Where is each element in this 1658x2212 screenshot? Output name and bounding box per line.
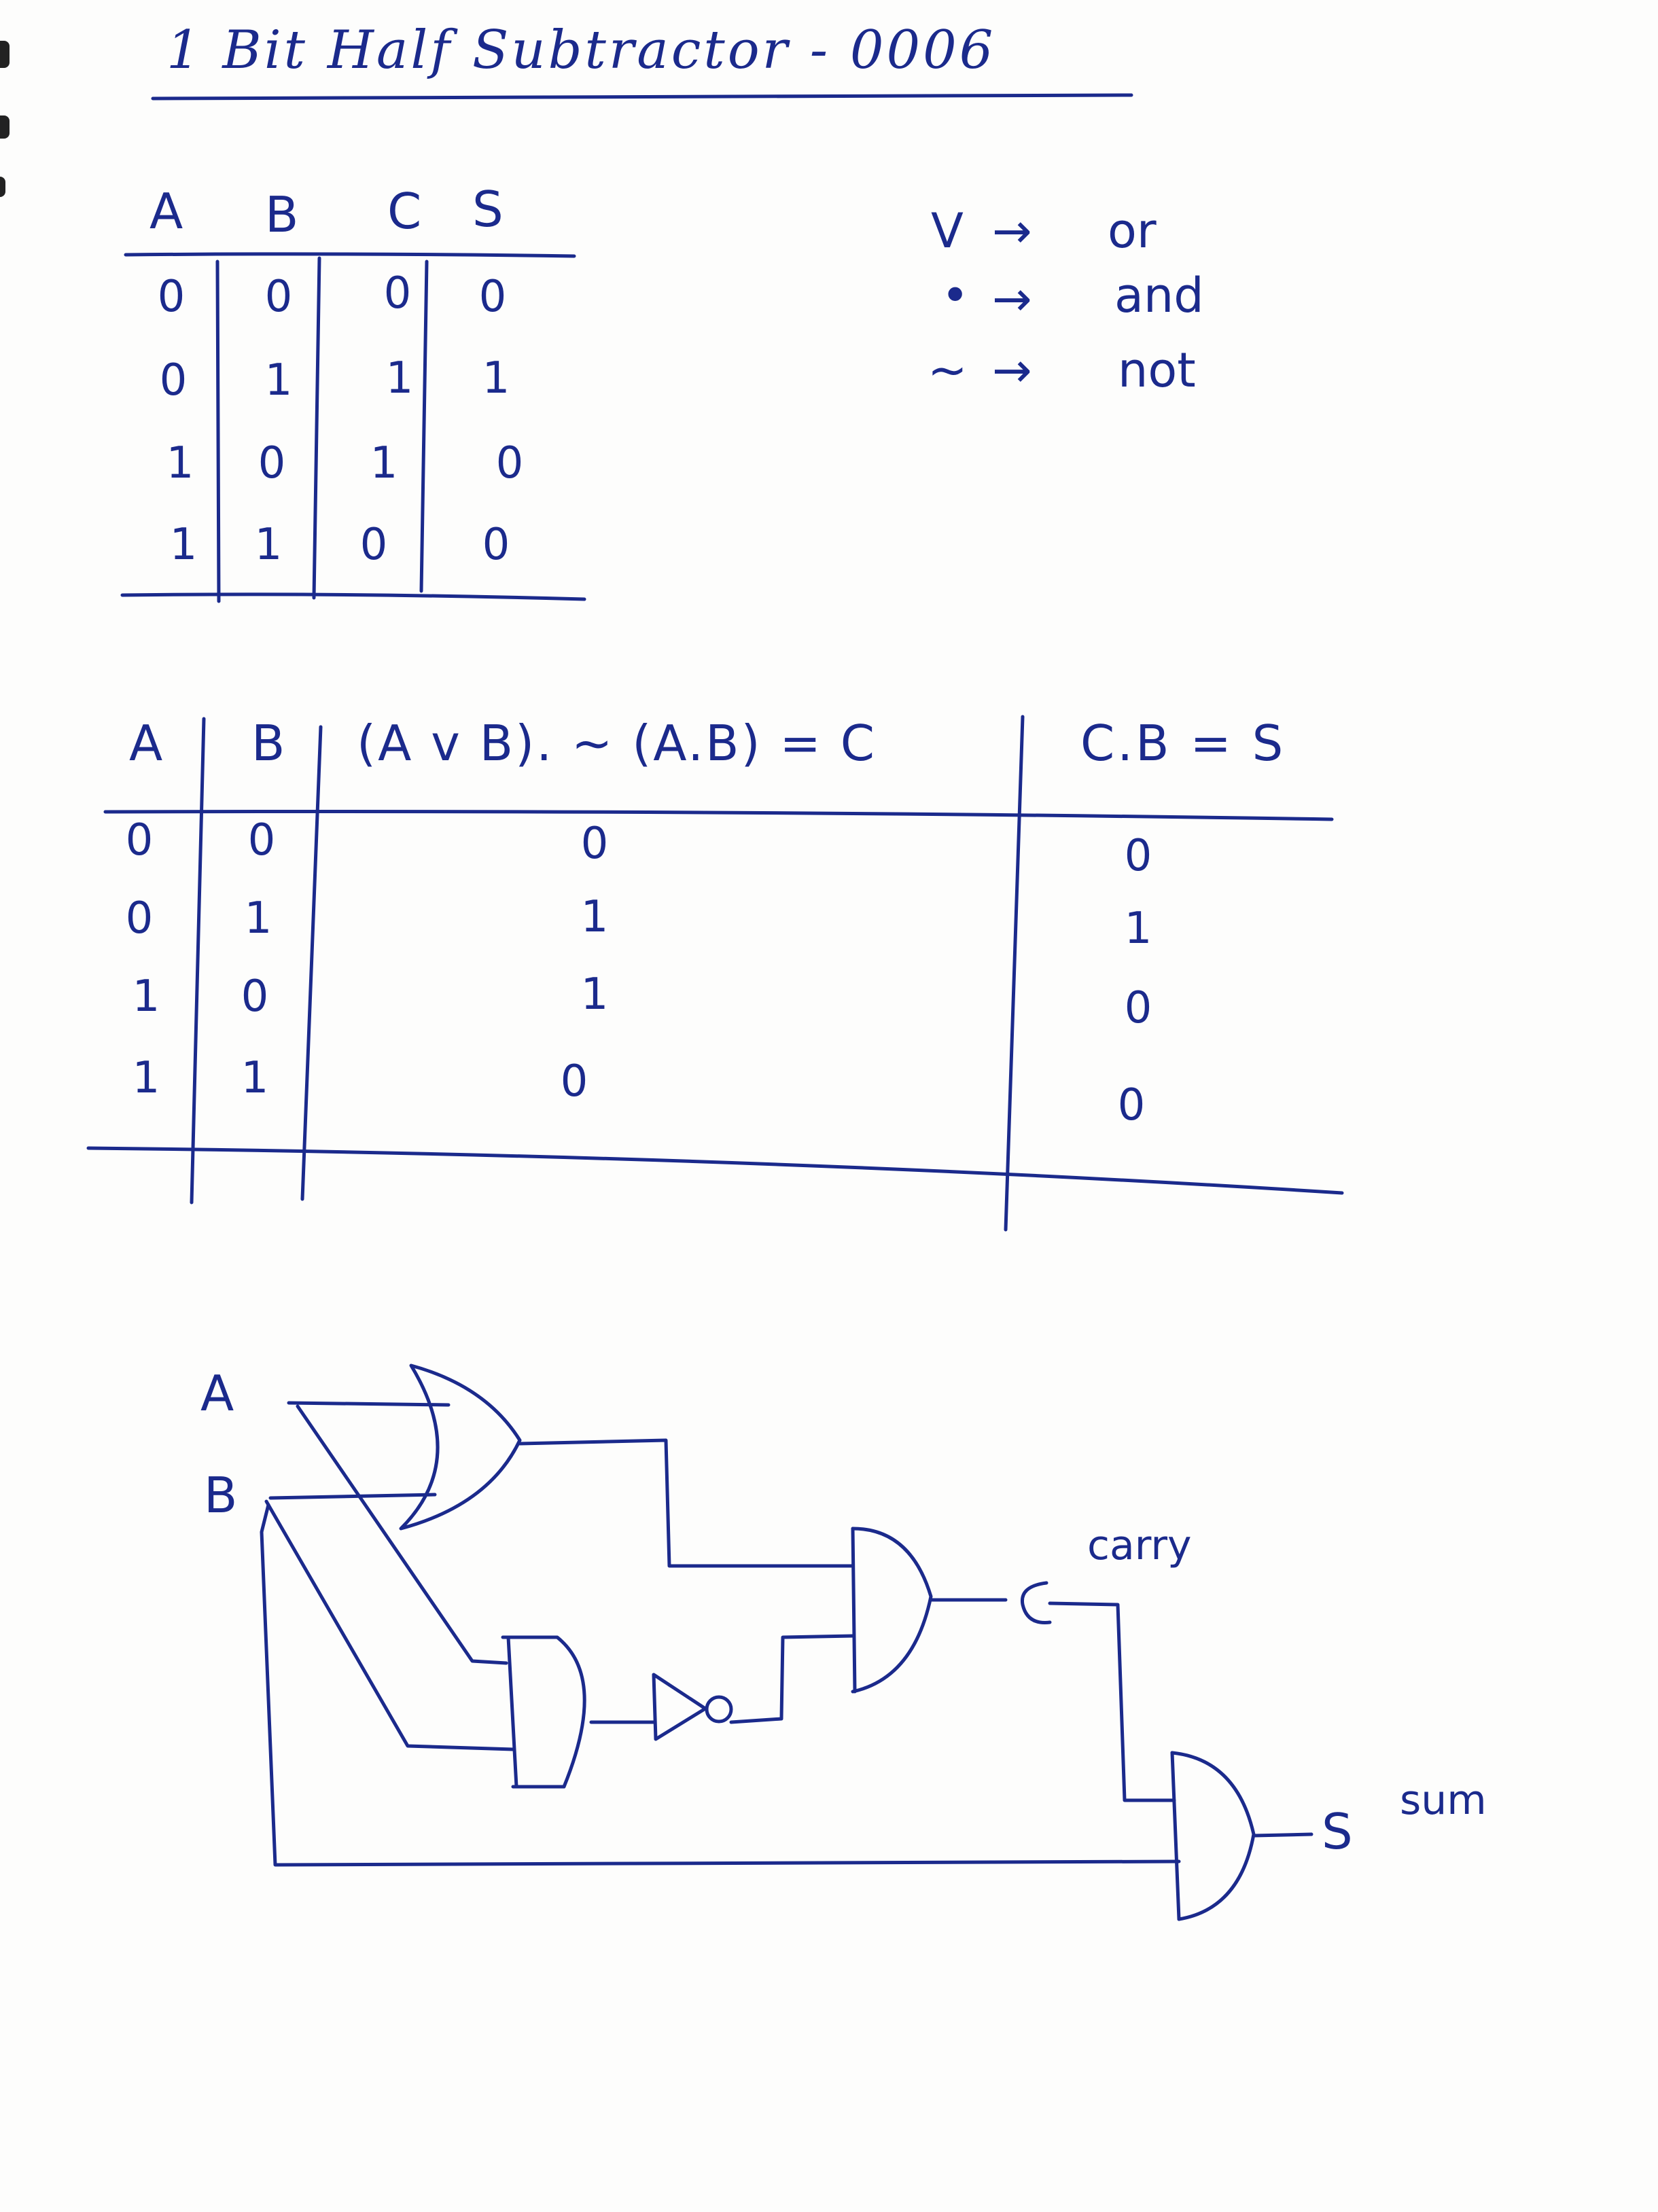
derivation-cell: 0 [1124, 983, 1152, 1033]
truth-cell: 1 [169, 520, 198, 570]
derivation-cell: 1 [241, 1053, 269, 1103]
margin-mark [0, 177, 5, 197]
truth-cell: 0 [157, 272, 186, 322]
legend-meaning-not: not [1118, 342, 1196, 398]
derivation-cell: 1 [580, 892, 609, 942]
and-gate-3-back [1170, 1751, 1181, 1921]
truth-table-divider [215, 260, 221, 603]
truth-cell: 1 [385, 353, 414, 404]
input-b-label: B [204, 1467, 238, 1524]
truth-cell: 1 [264, 355, 293, 406]
margin-mark [0, 41, 10, 68]
and-gate-1-back [506, 1635, 518, 1789]
legend-arrow: → [992, 271, 1032, 327]
truth-cell: 1 [370, 438, 398, 488]
derivation-table-divider [1004, 715, 1025, 1232]
derivation-cell: 1 [1124, 904, 1152, 954]
derivation-cell: 0 [1124, 831, 1152, 881]
derivation-header-s-formula: C.B = S [1080, 715, 1286, 772]
derivation-table-divider [190, 717, 206, 1205]
derivation-cell: 0 [241, 971, 269, 1022]
page-title: 1 Bit Half Subtractor - 0006 [166, 20, 996, 81]
truth-cell: 0 [478, 272, 507, 322]
derivation-cell: 0 [580, 819, 609, 869]
derivation-cell: 0 [125, 893, 154, 944]
truth-table-divider [312, 256, 321, 600]
derivation-cell: 0 [247, 815, 276, 866]
legend-arrow: → [992, 203, 1032, 259]
derivation-cell: 0 [560, 1056, 588, 1107]
wire-a-diagonal [296, 1404, 508, 1665]
carry-c-glyph [1020, 1581, 1052, 1624]
and-gate-3 [1170, 1751, 1256, 1921]
derivation-cell: 0 [125, 815, 154, 866]
derivation-cell: 1 [132, 1053, 160, 1103]
title-underline [151, 93, 1133, 101]
wire-and3-out [1252, 1832, 1313, 1838]
truth-table-header-c: C [387, 183, 422, 240]
truth-cell: 0 [159, 355, 188, 406]
truth-cell: 0 [495, 438, 524, 488]
and-gate-2 [851, 1527, 933, 1694]
truth-cell: 0 [264, 272, 293, 322]
wire-b-to-and3 [260, 1503, 1181, 1867]
truth-cell: 1 [166, 438, 194, 488]
legend-arrow: → [992, 342, 1032, 398]
wire-b-diagonal [264, 1499, 515, 1751]
wire-not-to-and2 [729, 1634, 855, 1724]
legend-symbol-and: • [941, 268, 970, 323]
and-gate-2-back [851, 1527, 857, 1694]
derivation-header-b: B [251, 715, 285, 772]
wire-carry-to-and3 [1048, 1601, 1176, 1802]
truth-cell: 1 [254, 520, 283, 570]
carry-label: carry [1087, 1522, 1192, 1569]
and-gate-1 [501, 1635, 586, 1789]
legend-meaning-and: and [1114, 268, 1204, 323]
derivation-cell: 1 [244, 893, 272, 944]
truth-cell: 0 [258, 438, 286, 488]
derivation-cell: 1 [580, 969, 609, 1020]
truth-cell: 0 [482, 520, 510, 570]
truth-table-divider [419, 260, 429, 593]
derivation-table-bottom-rule [86, 1146, 1344, 1195]
legend-symbol-or: V [931, 203, 964, 259]
truth-cell: 0 [359, 520, 388, 570]
not-gate-bubble [705, 1695, 733, 1724]
sum-node-label: S [1322, 1803, 1353, 1860]
or-gate [399, 1363, 522, 1531]
derivation-header-c-formula: (A v B). ~ (A.B) = C [357, 715, 877, 772]
derivation-cell: 1 [132, 971, 160, 1022]
truth-table-header-b: B [265, 186, 299, 243]
margin-mark [0, 115, 10, 139]
legend-meaning-or: or [1108, 203, 1157, 259]
truth-table-header-rule [124, 252, 576, 258]
derivation-table-divider [300, 725, 323, 1201]
truth-cell: 0 [383, 268, 412, 319]
legend-symbol-not: ~ [928, 342, 968, 398]
truth-table-header-s: S [472, 181, 504, 238]
derivation-cell: 0 [1117, 1080, 1146, 1130]
wire-b-to-or [268, 1493, 437, 1500]
sum-label: sum [1400, 1777, 1487, 1824]
not-gate [652, 1673, 707, 1741]
truth-cell: 1 [482, 353, 510, 404]
derivation-table-header-rule [103, 809, 1334, 821]
truth-table-header-a: A [149, 183, 183, 240]
derivation-header-a: A [129, 715, 163, 772]
wire-or-to-and2 [518, 1438, 855, 1568]
wire-a-to-or [287, 1401, 451, 1407]
truth-table-bottom-rule [120, 592, 586, 601]
input-a-label: A [200, 1365, 234, 1422]
